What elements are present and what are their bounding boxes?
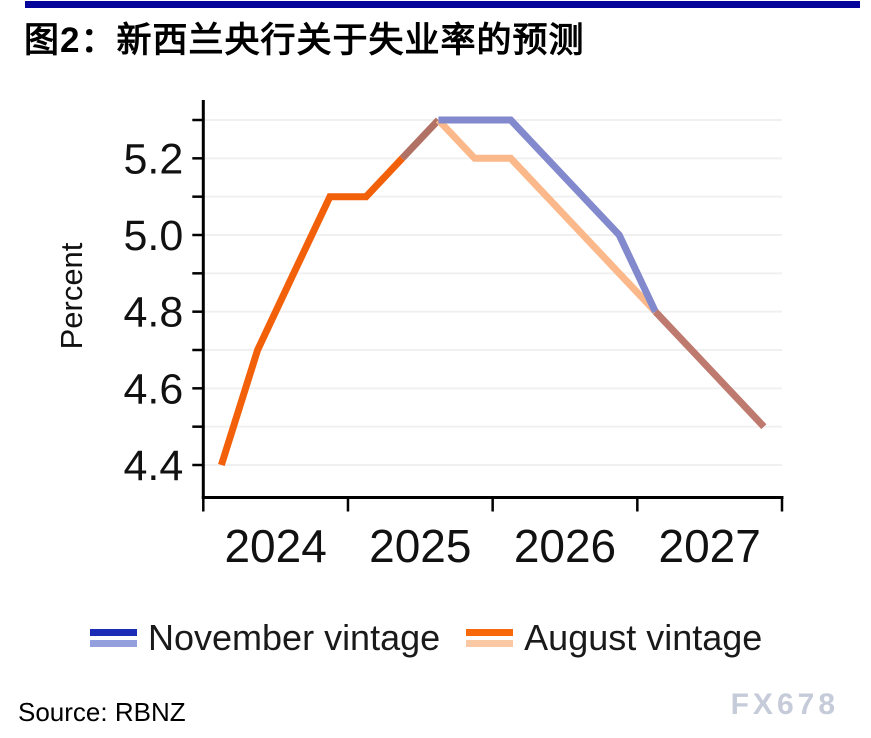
svg-text:2024: 2024 — [224, 520, 326, 572]
svg-text:4.8: 4.8 — [124, 289, 184, 337]
unemployment-forecast-chart: 4.4 4.6 4.8 5.0 5.2 2024 2025 2026 2027 Percent — [54, 100, 784, 572]
source-note: Source: RBNZ — [18, 697, 186, 727]
series-segment-shared-history-dark-orange — [218, 155, 405, 467]
series-segment-august-forecast-light-orange — [435, 117, 658, 315]
svg-text:2025: 2025 — [369, 520, 471, 572]
data-lines — [218, 116, 767, 467]
legend-label-august: August vintage — [524, 617, 763, 658]
series-segment-overlap-rise-brown — [399, 117, 441, 161]
chart-legend: November vintage August vintage — [90, 617, 762, 659]
x-axis-ticks: 2024 2025 2026 2027 — [202, 497, 784, 572]
series-segment-overlap-tail-brown — [652, 309, 767, 430]
gridlines — [203, 119, 782, 466]
series-segment-november-forecast-periwinkle — [438, 116, 659, 314]
y-axis-ticks: 4.4 4.6 4.8 5.0 5.2 — [124, 118, 204, 490]
august-line-swatch-icon — [466, 629, 514, 647]
svg-text:4.4: 4.4 — [124, 442, 184, 490]
chart-title: 图2：新西兰央行关于失业率的预测 — [24, 21, 585, 60]
november-forecast-color — [90, 640, 137, 647]
svg-text:5.0: 5.0 — [124, 212, 184, 260]
svg-text:2026: 2026 — [514, 520, 616, 572]
legend-item-november-vintage: November vintage — [90, 617, 440, 659]
august-history-color — [466, 629, 514, 636]
svg-text:2027: 2027 — [658, 520, 760, 572]
august-forecast-color — [466, 640, 514, 647]
november-line-swatch-icon — [90, 629, 137, 647]
legend-label-november: November vintage — [148, 617, 441, 658]
svg-text:4.6: 4.6 — [124, 365, 184, 413]
legend-item-august-vintage: August vintage — [466, 617, 762, 659]
watermark: FX678 — [730, 688, 839, 721]
y-axis-label: Percent — [54, 242, 89, 349]
november-history-color — [90, 629, 137, 636]
header-accent-bar — [25, 1, 860, 8]
svg-text:5.2: 5.2 — [124, 135, 184, 183]
